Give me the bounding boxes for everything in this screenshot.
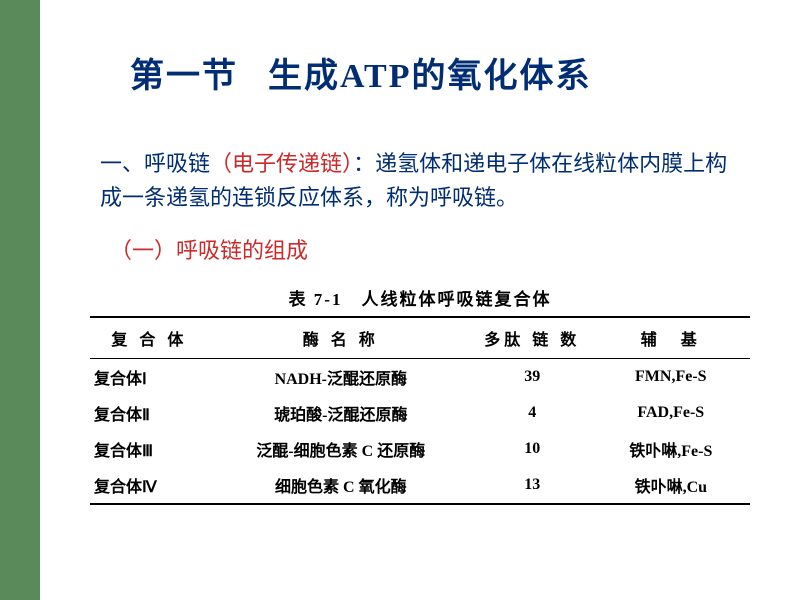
cell-cofactor: FAD,Fe-S bbox=[592, 395, 750, 431]
definition-paragraph: 一、呼吸链（电子传递链）：递氢体和递电子体在线粒体内膜上构成一条递氢的连锁反应体… bbox=[90, 147, 750, 215]
cell-cofactor: 铁卟啉,Fe-S bbox=[592, 431, 750, 467]
col-complex: 复 合 体 bbox=[90, 317, 209, 359]
section-title: 第一节生成ATP的氧化体系 bbox=[90, 48, 750, 97]
cell-complex: 复合体Ⅲ bbox=[90, 431, 209, 467]
table-row: 复合体Ⅱ 琥珀酸-泛醌还原酶 4 FAD,Fe-S bbox=[90, 395, 750, 431]
table-header-row: 复 合 体 酶 名 称 多肽 链 数 辅 基 bbox=[90, 317, 750, 359]
cell-enzyme: 细胞色素 C 氧化酶 bbox=[209, 467, 473, 504]
cell-enzyme: 泛醌-细胞色素 C 还原酶 bbox=[209, 431, 473, 467]
para-highlight: 电子传递链 bbox=[232, 151, 342, 176]
cell-chains: 39 bbox=[473, 359, 592, 396]
col-enzyme: 酶 名 称 bbox=[209, 317, 473, 359]
title-part1: 第一节 bbox=[130, 58, 238, 95]
col-chains: 多肽 链 数 bbox=[473, 317, 592, 359]
table-caption: 表 7-1 人线粒体呼吸链复合体 bbox=[90, 285, 750, 310]
para-paren-open: （ bbox=[210, 151, 232, 176]
cell-complex: 复合体Ⅳ bbox=[90, 467, 209, 504]
cell-complex: 复合体Ⅰ bbox=[90, 359, 209, 396]
cell-complex: 复合体Ⅱ bbox=[90, 395, 209, 431]
cell-cofactor: FMN,Fe-S bbox=[592, 359, 750, 396]
table-row: 复合体Ⅰ NADH-泛醌还原酶 39 FMN,Fe-S bbox=[90, 359, 750, 396]
cell-chains: 13 bbox=[473, 467, 592, 504]
col-cofactor: 辅 基 bbox=[592, 317, 750, 359]
title-part2: 生成ATP的氧化体系 bbox=[268, 58, 591, 95]
subsection-heading: （一）呼吸链的组成 bbox=[90, 233, 750, 265]
table-row: 复合体Ⅲ 泛醌-细胞色素 C 还原酶 10 铁卟啉,Fe-S bbox=[90, 431, 750, 467]
cell-chains: 4 bbox=[473, 395, 592, 431]
left-accent-bar bbox=[0, 0, 40, 600]
complex-table: 复 合 体 酶 名 称 多肽 链 数 辅 基 复合体Ⅰ NADH-泛醌还原酶 3… bbox=[90, 316, 750, 505]
para-lead: 一、呼吸链 bbox=[100, 151, 210, 176]
cell-enzyme: 琥珀酸-泛醌还原酶 bbox=[209, 395, 473, 431]
table-row: 复合体Ⅳ 细胞色素 C 氧化酶 13 铁卟啉,Cu bbox=[90, 467, 750, 504]
para-paren-close: ） bbox=[342, 151, 353, 176]
slide-content: 第一节生成ATP的氧化体系 一、呼吸链（电子传递链）：递氢体和递电子体在线粒体内… bbox=[40, 0, 800, 600]
cell-chains: 10 bbox=[473, 431, 592, 467]
cell-cofactor: 铁卟啉,Cu bbox=[592, 467, 750, 504]
cell-enzyme: NADH-泛醌还原酶 bbox=[209, 359, 473, 396]
